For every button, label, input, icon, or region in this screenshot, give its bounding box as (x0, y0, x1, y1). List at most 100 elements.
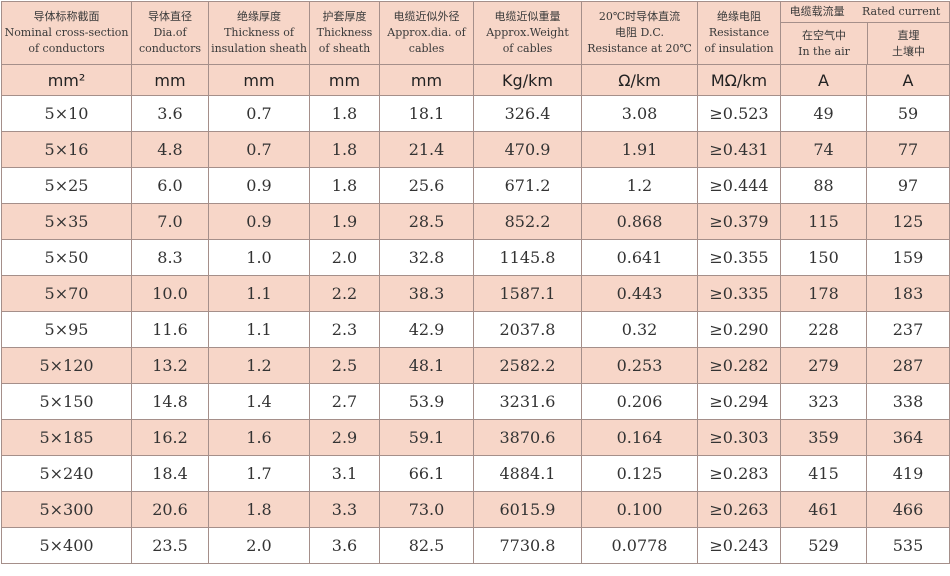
table-cell: 852.2 (473, 203, 582, 240)
table-cell: 0.9 (208, 203, 310, 240)
table-cell: 38.3 (379, 275, 474, 312)
table-row: 5×25 6.0 0.9 1.8 25.6 671.2 1.2 ≥0.444 88 97 (1, 167, 950, 204)
table-cell: ≥0.282 (697, 347, 781, 384)
header-insulation: 绝缘厚度 Thickness of insulation sheath (208, 1, 310, 65)
table-cell: 88 (780, 167, 867, 204)
table-row: 5×120 13.2 1.2 2.5 48.1 2582.2 0.253 ≥0.282 279 2… (1, 347, 950, 384)
table-cell: 1.4 (208, 383, 310, 420)
unit-cell: mm (208, 64, 310, 96)
table-cell: 0.443 (581, 275, 698, 312)
table-cell: 5×16 (1, 131, 132, 168)
table-cell: 5×10 (1, 95, 132, 132)
table-cell: 0.868 (581, 203, 698, 240)
table-cell: 97 (866, 167, 950, 204)
table-cell: 359 (780, 419, 867, 456)
table-row: 5×400 23.5 2.0 3.6 82.5 7730.8 0.0778 ≥0.243 529… (1, 527, 950, 564)
table-cell: 0.9 (208, 167, 310, 204)
table-cell: ≥0.283 (697, 455, 781, 492)
rated-current-title: 电缆载流量 Rated current (781, 3, 949, 23)
table-cell: 16.2 (131, 419, 209, 456)
table-cell: 82.5 (379, 527, 474, 564)
table-cell: 5×150 (1, 383, 132, 420)
table-cell: 25.6 (379, 167, 474, 204)
table-row: 5×16 4.8 0.7 1.8 21.4 470.9 1.91 ≥0.431 74 77 (1, 131, 950, 168)
table-row: 5×150 14.8 1.4 2.7 53.9 3231.6 0.206 ≥0.294 323 3… (1, 383, 950, 420)
header-nominal: 导体标称截面 Nominal cross-section of conducto… (1, 1, 132, 65)
table-cell: 2.3 (309, 311, 380, 348)
table-row: 5×70 10.0 1.1 2.2 38.3 1587.1 0.443 ≥0.335 178 18… (1, 275, 950, 312)
table-cell: 178 (780, 275, 867, 312)
table-cell: 1.2 (581, 167, 698, 204)
table-cell: 59 (866, 95, 950, 132)
table-cell: 5×25 (1, 167, 132, 204)
table-cell: 2037.8 (473, 311, 582, 348)
table-row: 5×95 11.6 1.1 2.3 42.9 2037.8 0.32 ≥0.290 228 237 (1, 311, 950, 348)
unit-cell: Kg/km (473, 64, 582, 96)
table-cell: 5×185 (1, 419, 132, 456)
header-outer-dia: 电缆近似外径 Approx.dia. of cables (379, 1, 474, 65)
table-cell: 338 (866, 383, 950, 420)
unit-cell: mm (131, 64, 209, 96)
table-cell: 2.0 (309, 239, 380, 276)
table-cell: 5×240 (1, 455, 132, 492)
table-cell: ≥0.303 (697, 419, 781, 456)
table-cell: 5×400 (1, 527, 132, 564)
table-cell: 470.9 (473, 131, 582, 168)
table-cell: 74 (780, 131, 867, 168)
table-cell: 5×120 (1, 347, 132, 384)
table-cell: 59.1 (379, 419, 474, 456)
table-cell: 0.164 (581, 419, 698, 456)
units-row: mm² mm mm mm mm Kg/km Ω/km MΩ/km A A (1, 64, 950, 96)
table-cell: 49 (780, 95, 867, 132)
cable-spec-table: 导体标称截面 Nominal cross-section of conducto… (1, 1, 950, 564)
table-cell: 0.641 (581, 239, 698, 276)
table-cell: 1.1 (208, 275, 310, 312)
header-ins-resistance: 绝缘电阻 Resistance of insulation (697, 1, 781, 65)
table-cell: 1.8 (309, 131, 380, 168)
table-cell: 77 (866, 131, 950, 168)
table-cell: 5×95 (1, 311, 132, 348)
table-cell: ≥0.431 (697, 131, 781, 168)
table-cell: 183 (866, 275, 950, 312)
table-cell: 13.2 (131, 347, 209, 384)
unit-cell: MΩ/km (697, 64, 781, 96)
table-cell: 48.1 (379, 347, 474, 384)
unit-cell: mm (309, 64, 380, 96)
table-cell: 4.8 (131, 131, 209, 168)
table-cell: 21.4 (379, 131, 474, 168)
table-cell: 0.0778 (581, 527, 698, 564)
unit-cell: A (866, 64, 950, 96)
table-cell: 7730.8 (473, 527, 582, 564)
table-cell: ≥0.335 (697, 275, 781, 312)
table-cell: 5×50 (1, 239, 132, 276)
table-cell: 3.6 (131, 95, 209, 132)
table-cell: 419 (866, 455, 950, 492)
table-cell: ≥0.263 (697, 491, 781, 528)
header-in-soil: 直埋 土壤中 (892, 28, 925, 58)
table-cell: 3.6 (309, 527, 380, 564)
table-cell: 466 (866, 491, 950, 528)
table-cell: 237 (866, 311, 950, 348)
table-cell: 364 (866, 419, 950, 456)
table-cell: 5×35 (1, 203, 132, 240)
header-sheath: 护套厚度 Thickness of sheath (309, 1, 380, 65)
header-resistance: 20℃时导体直流 电阻 D.C. Resistance at 20℃ (581, 1, 698, 65)
table-cell: 2.7 (309, 383, 380, 420)
table-cell: 2.2 (309, 275, 380, 312)
table-cell: 42.9 (379, 311, 474, 348)
table-cell: 2582.2 (473, 347, 582, 384)
table-cell: 2.9 (309, 419, 380, 456)
header-row: 导体标称截面 Nominal cross-section of conducto… (1, 1, 950, 65)
table-row: 5×185 16.2 1.6 2.9 59.1 3870.6 0.164 ≥0.303 359 3… (1, 419, 950, 456)
table-cell: 2.0 (208, 527, 310, 564)
table-cell: 1.8 (208, 491, 310, 528)
table-cell: 32.8 (379, 239, 474, 276)
table-row: 5×300 20.6 1.8 3.3 73.0 6015.9 0.100 ≥0.263 461 4… (1, 491, 950, 528)
table-cell: 4884.1 (473, 455, 582, 492)
table-cell: 1.7 (208, 455, 310, 492)
table-cell: 0.7 (208, 131, 310, 168)
table-cell: 1.2 (208, 347, 310, 384)
unit-cell: Ω/km (581, 64, 698, 96)
header-dia: 导体直径 Dia.of conductors (131, 1, 209, 65)
